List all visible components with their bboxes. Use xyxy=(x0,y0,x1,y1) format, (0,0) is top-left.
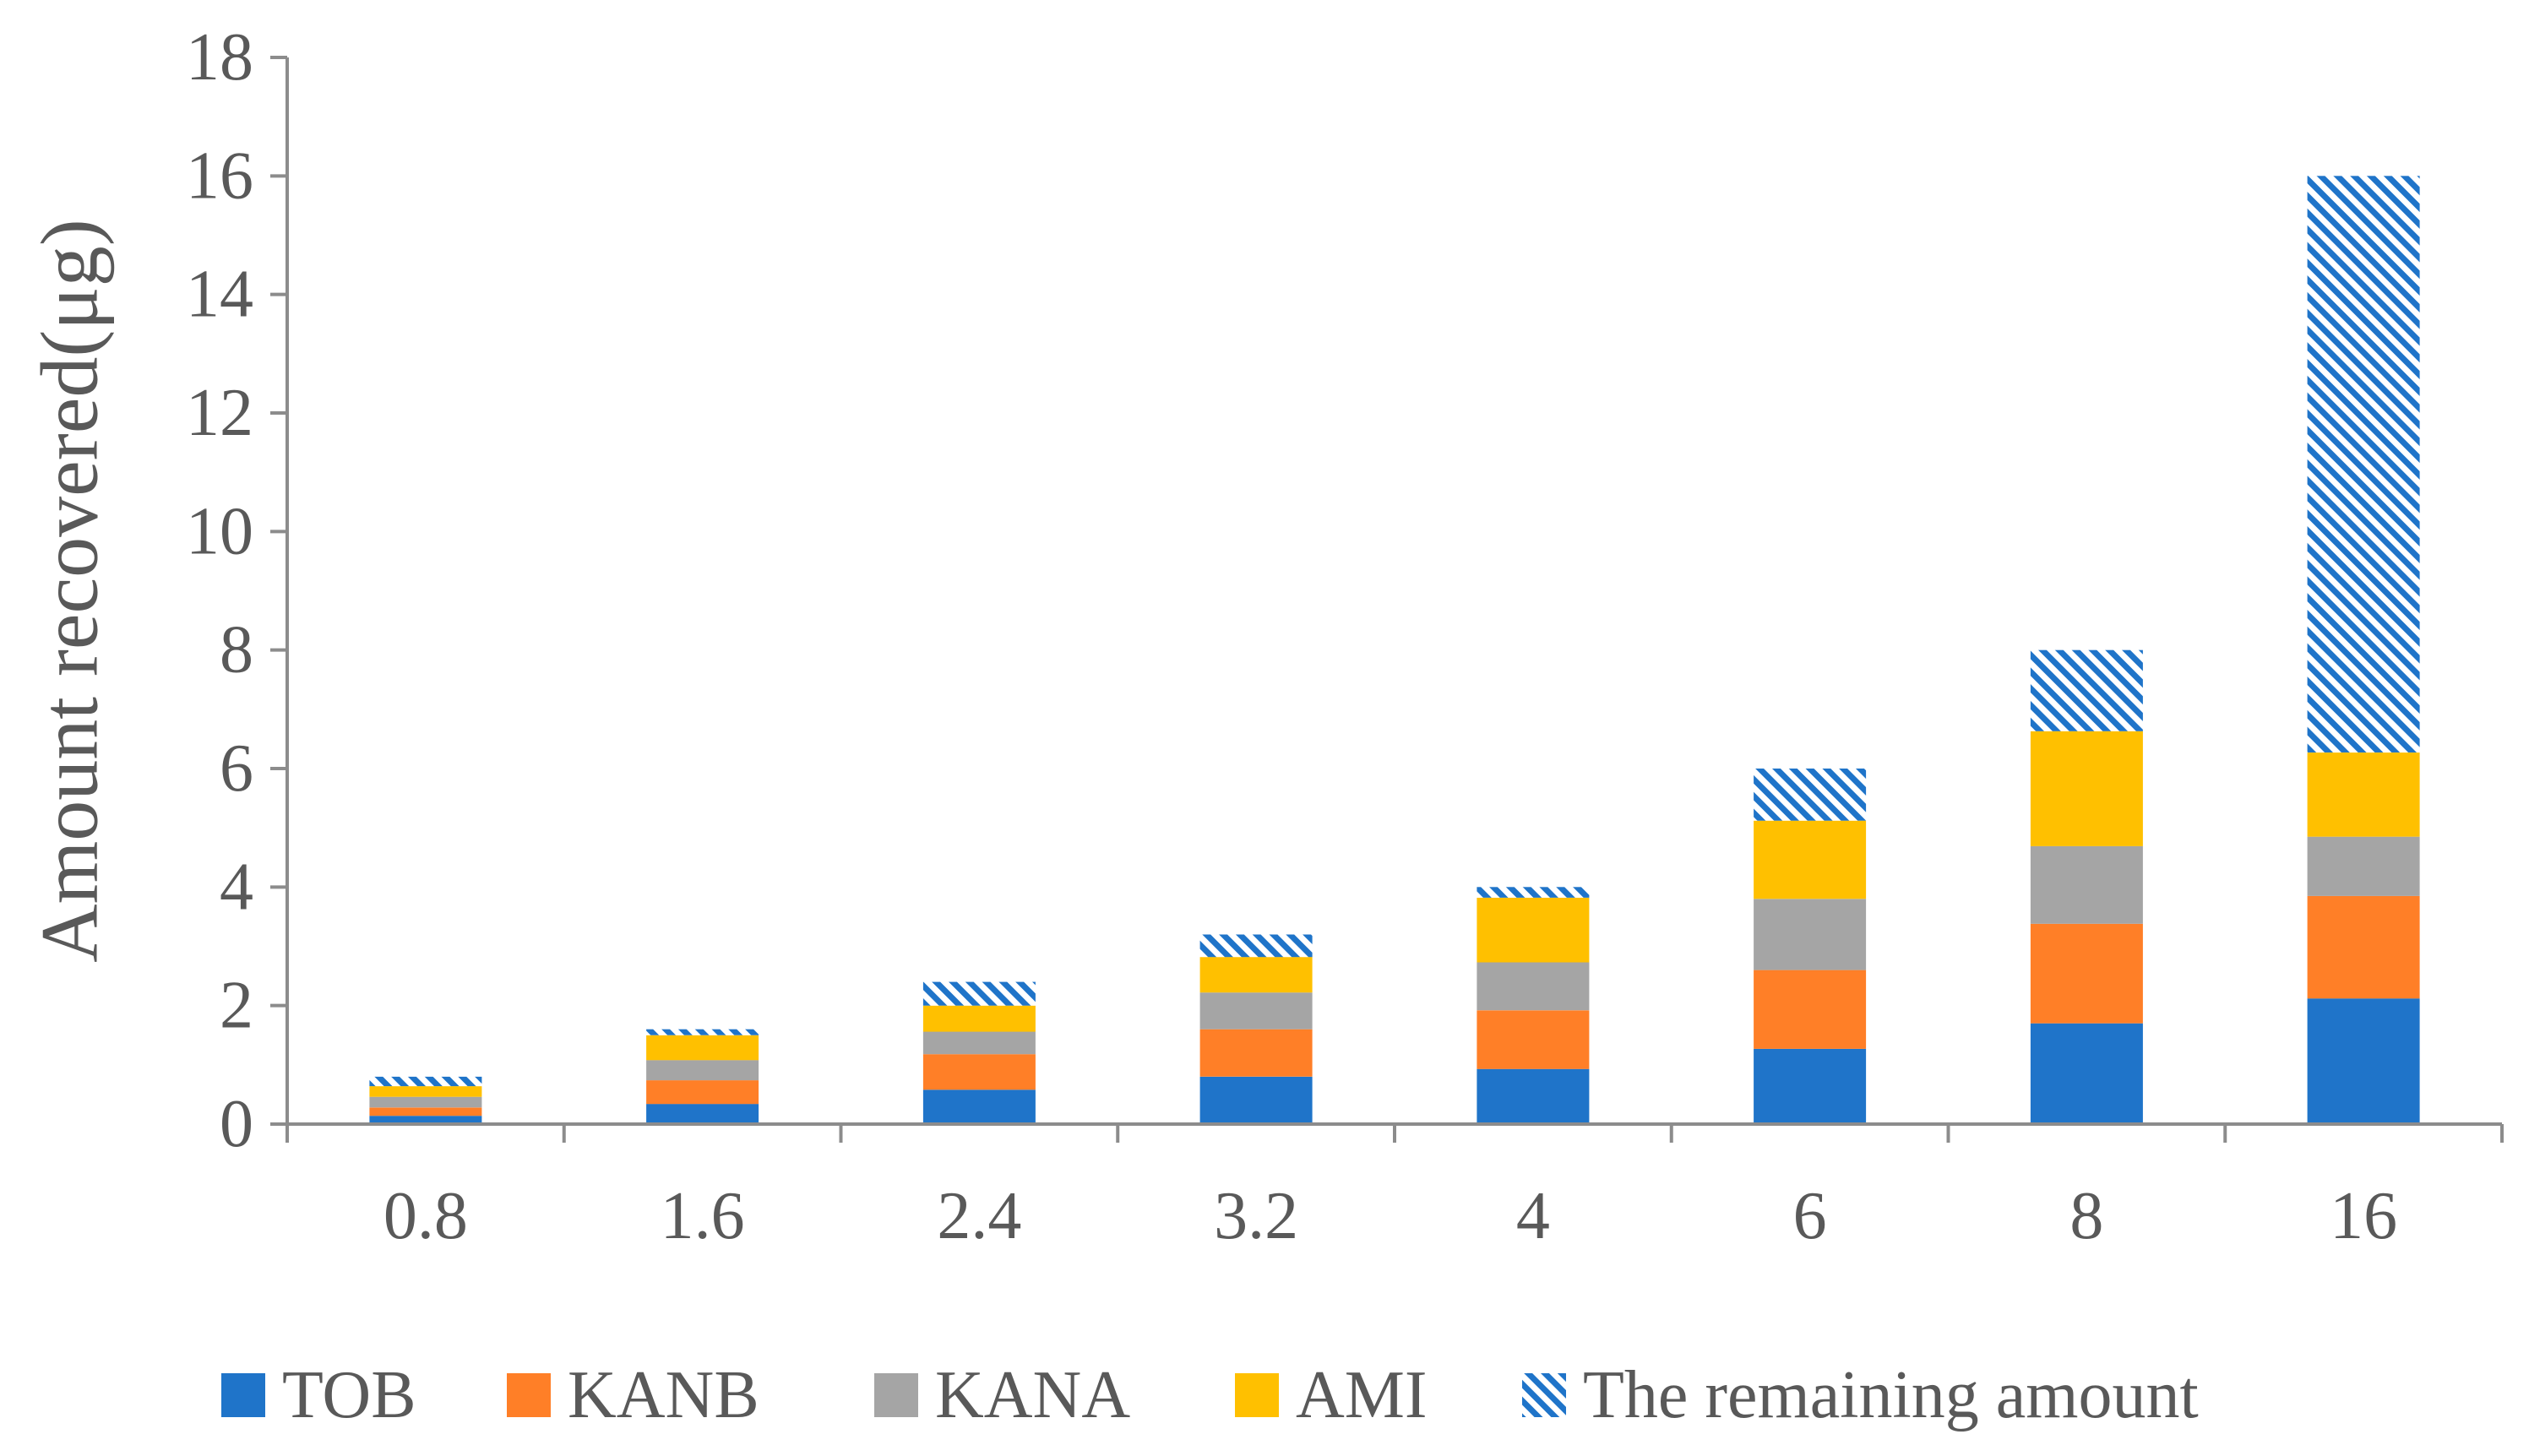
bar-segment-kanb-0.8 xyxy=(369,1107,482,1116)
x-tick-label: 2.4 xyxy=(937,1179,1021,1253)
bar-segment-kanb-16 xyxy=(2307,895,2420,999)
legend: TOB KANB KANA AMI The remaining amount xyxy=(221,1358,2199,1432)
legend-label: The remaining amount xyxy=(1583,1358,2199,1432)
bar-segment-ami-6 xyxy=(1754,820,1867,899)
bar-segment-the-remaining-amount-16 xyxy=(2307,176,2420,753)
bar-segment-the-remaining-amount-3.2 xyxy=(1199,934,1313,958)
bar-segment-kanb-6 xyxy=(1754,970,1867,1049)
x-tick-label: 16 xyxy=(2330,1179,2397,1253)
bar-segment-ami-16 xyxy=(2307,752,2420,837)
legend-swatch xyxy=(1235,1373,1279,1417)
x-tick-label: 3.2 xyxy=(1214,1179,1298,1253)
bar-segment-ami-8 xyxy=(2030,731,2143,846)
bar-segment-kana-2.4 xyxy=(922,1031,1036,1055)
bar-segment-ami-3.2 xyxy=(1199,957,1313,993)
legend-label: AMI xyxy=(1296,1358,1428,1432)
bar-segment-the-remaining-amount-0.8 xyxy=(369,1076,482,1087)
bar-segment-tob-4 xyxy=(1477,1068,1590,1124)
y-tick-label: 18 xyxy=(186,20,253,95)
y-tick-label: 8 xyxy=(220,613,253,687)
bar-segment-ami-0.8 xyxy=(369,1086,482,1097)
legend-item-tob: TOB xyxy=(221,1358,416,1432)
legend-swatch xyxy=(507,1373,551,1417)
legend-item-kana: KANA xyxy=(874,1358,1130,1432)
x-tick-label: 8 xyxy=(2069,1179,2103,1253)
y-axis-title: Amount recovered(μg) xyxy=(24,219,115,962)
x-tick-label: 6 xyxy=(1793,1179,1827,1253)
legend-swatch xyxy=(221,1373,265,1417)
legend-label: KANA xyxy=(935,1358,1130,1432)
bar-segment-the-remaining-amount-8 xyxy=(2030,649,2143,731)
x-tick-label: 1.6 xyxy=(661,1179,745,1253)
bar-segment-tob-8 xyxy=(2030,1023,2143,1124)
y-tick-label: 14 xyxy=(186,258,253,332)
bar-segment-ami-1.6 xyxy=(646,1035,759,1061)
y-tick-label: 16 xyxy=(186,139,253,213)
y-tick-label: 2 xyxy=(220,969,253,1043)
bar-segment-tob-16 xyxy=(2307,998,2420,1124)
bars-layer xyxy=(369,176,2420,1124)
legend-item-the-remaining-amount: The remaining amount xyxy=(1522,1358,2199,1432)
axes-layer xyxy=(270,56,2504,1143)
legend-label: KANB xyxy=(568,1358,759,1432)
bar-segment-kanb-3.2 xyxy=(1199,1029,1313,1077)
bar-segment-kana-16 xyxy=(2307,836,2420,896)
legend-label: TOB xyxy=(282,1358,416,1432)
bar-segment-kana-1.6 xyxy=(646,1060,759,1081)
bar-segment-tob-2.4 xyxy=(922,1089,1036,1124)
bar-segment-the-remaining-amount-2.4 xyxy=(922,981,1036,1006)
legend-item-kanb: KANB xyxy=(507,1358,759,1432)
bar-segment-kana-4 xyxy=(1477,962,1590,1011)
bar-segment-ami-4 xyxy=(1477,898,1590,963)
bar-segment-kana-8 xyxy=(2030,845,2143,924)
bar-segment-the-remaining-amount-1.6 xyxy=(646,1029,759,1035)
x-tick-label: 4 xyxy=(1516,1179,1550,1253)
y-tick-label: 10 xyxy=(186,494,253,568)
bar-segment-kanb-8 xyxy=(2030,923,2143,1024)
x-tick-label: 0.8 xyxy=(383,1179,468,1253)
bar-segment-tob-1.6 xyxy=(646,1104,759,1124)
bar-segment-kana-6 xyxy=(1754,899,1867,970)
bar-segment-tob-6 xyxy=(1754,1048,1867,1124)
y-tick-label: 6 xyxy=(220,731,253,806)
bar-segment-kanb-2.4 xyxy=(922,1054,1036,1090)
legend-swatch xyxy=(874,1373,918,1417)
bar-segment-kana-3.2 xyxy=(1199,992,1313,1030)
bar-segment-tob-3.2 xyxy=(1199,1076,1313,1124)
bar-segment-kana-0.8 xyxy=(369,1096,482,1108)
bar-segment-the-remaining-amount-6 xyxy=(1754,769,1867,821)
bar-segment-kanb-4 xyxy=(1477,1010,1590,1069)
y-tick-label: 0 xyxy=(220,1087,253,1161)
labels-layer: 0 2 4 6 8 10 12 14 16 18 0.8 1.6 2.4 3.2 4 6 8 16 Amount r… xyxy=(24,20,2398,1253)
bar-segment-kanb-1.6 xyxy=(646,1080,759,1105)
y-tick-label: 12 xyxy=(186,376,253,450)
bar-segment-the-remaining-amount-4 xyxy=(1477,887,1590,898)
bar-segment-tob-0.8 xyxy=(369,1116,482,1124)
y-tick-label: 4 xyxy=(220,850,253,924)
legend-swatch xyxy=(1522,1373,1566,1417)
legend-item-ami: AMI xyxy=(1235,1358,1428,1432)
bar-segment-ami-2.4 xyxy=(922,1005,1036,1032)
